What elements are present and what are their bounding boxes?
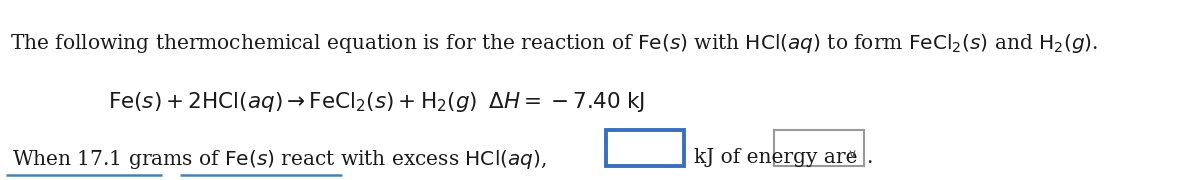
- Text: The following thermochemical equation is for the reaction of $\mathrm{Fe}(s)$ wi: The following thermochemical equation is…: [10, 32, 1098, 55]
- Text: .: .: [866, 148, 872, 167]
- Text: When 17.1 grams of $\mathrm{Fe}(s)$ react with excess $\mathrm{HCl}(aq)$,: When 17.1 grams of $\mathrm{Fe}(s)$ reac…: [12, 148, 547, 171]
- Text: $\mathrm{Fe}(s) + \mathrm{2HCl}(aq) \rightarrow \mathrm{FeCl_2}(s) + \mathrm{H_2: $\mathrm{Fe}(s) + \mathrm{2HCl}(aq) \rig…: [108, 90, 644, 114]
- Text: ∨: ∨: [847, 148, 857, 161]
- Text: kJ of energy are: kJ of energy are: [694, 148, 857, 167]
